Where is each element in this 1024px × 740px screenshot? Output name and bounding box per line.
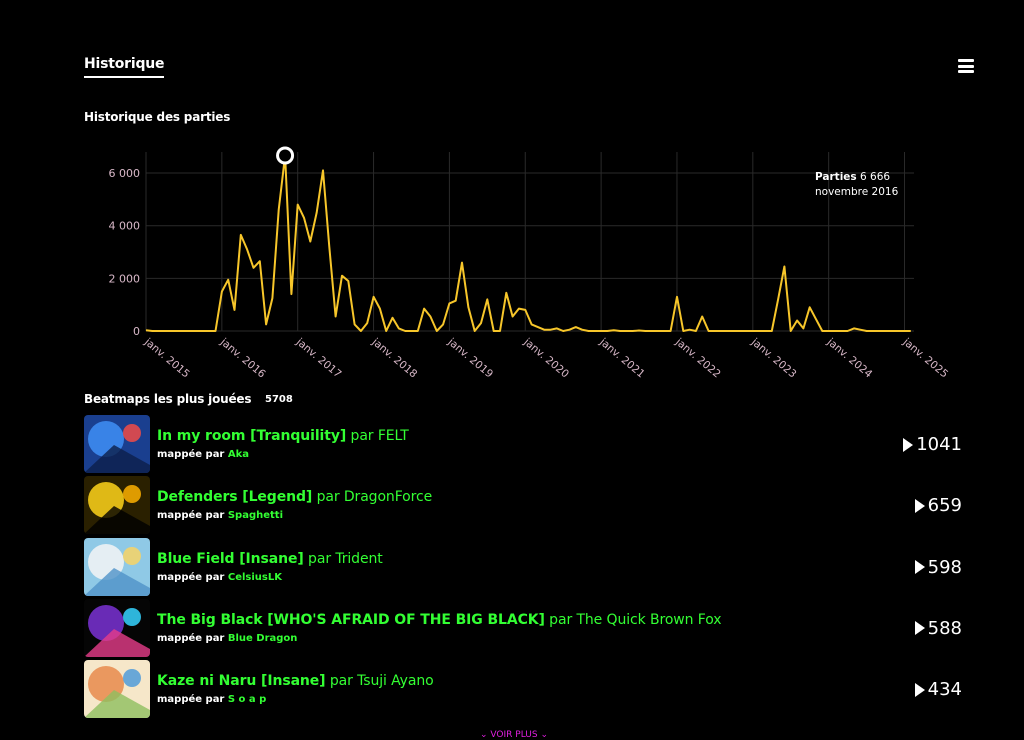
y-tick-label: 0 — [133, 325, 140, 338]
history-chart: 0 2 000 4 000 6 000 janv. 2015 janv. 2016 janv… — [109, 146, 950, 381]
chart-tooltip: Parties 6 666 novembre 2016 — [815, 170, 898, 200]
play-icon — [914, 560, 925, 575]
beatmap-row[interactable]: In my room [Tranquility] par FELT mappée … — [84, 414, 964, 475]
mapped-by-label: mappée par — [157, 694, 225, 706]
beatmap-artist: DragonForce — [343, 489, 433, 506]
beatmap-mapper-line: mappée par Aka — [157, 449, 249, 460]
beatmap-title-link[interactable]: Kaze ni Naru [Insane] par Tsuji Ayano — [157, 673, 434, 689]
x-tick-label: janv. 2023 — [748, 335, 798, 380]
play-icon — [903, 437, 914, 452]
beatmap-by: par — [308, 550, 331, 567]
beatmap-by: par — [329, 673, 353, 690]
beatmap-by: par — [549, 611, 573, 628]
play-count: 598 — [914, 556, 962, 578]
x-tick-label: janv. 2021 — [596, 335, 646, 380]
beatmap-cover[interactable] — [84, 415, 150, 473]
highlight-point — [276, 146, 295, 165]
y-tick-label: 2 000 — [109, 272, 141, 285]
beatmap-row[interactable]: Blue Field [Insane] par Trident mappée pa… — [84, 537, 964, 598]
history-section-title: Historique des parties — [84, 110, 231, 124]
beatmap-artist: Trident — [335, 550, 383, 567]
y-tick-label: 4 000 — [109, 220, 141, 233]
beatmap-row[interactable]: Kaze ni Naru [Insane] par Tsuji Ayano map… — [84, 659, 964, 720]
play-count-value: 659 — [927, 495, 962, 517]
x-tick-label: janv. 2018 — [369, 335, 419, 380]
beatmap-title: Blue Field [Insane] — [157, 550, 304, 567]
mapper-link[interactable]: CelsiusLK — [227, 571, 282, 583]
beatmap-title: Defenders [Legend] — [157, 489, 313, 506]
beatmap-row[interactable]: Defenders [Legend] par DragonForce mappée… — [84, 475, 964, 536]
tooltip-label: Parties — [815, 171, 857, 183]
beatmap-cover[interactable] — [84, 598, 150, 657]
beatmap-artist: Tsuji Ayano — [357, 673, 434, 690]
mapped-by-label: mappée par — [157, 632, 225, 644]
beatmap-artist: The Quick Brown Fox — [576, 611, 722, 628]
tooltip-value: 6 666 — [860, 171, 891, 183]
play-icon — [914, 621, 925, 636]
mapper-link[interactable]: S o a p — [227, 694, 267, 706]
y-tick-label: 6 000 — [109, 167, 141, 180]
x-tick-label: janv. 2020 — [521, 335, 571, 380]
play-count: 434 — [914, 679, 962, 701]
play-count-value: 588 — [927, 617, 962, 639]
beatmap-mapper-line: mappée par S o a p — [157, 694, 266, 705]
show-more-label: VOIR PLUS — [490, 730, 538, 740]
play-count-value: 1041 — [916, 434, 962, 455]
x-tick-label: janv. 2019 — [445, 335, 495, 380]
x-tick-label: janv. 2025 — [900, 335, 950, 380]
mapper-link[interactable]: Aka — [227, 449, 249, 460]
chevron-down-icon: ⌄ — [480, 730, 488, 740]
page-header: Historique — [84, 56, 974, 82]
beatmap-by: par — [316, 489, 340, 506]
x-tick-label: janv. 2022 — [672, 335, 722, 380]
play-count: 659 — [914, 495, 962, 517]
beatmap-mapper-line: mappée par Blue Dragon — [157, 633, 297, 644]
beatmap-cover[interactable] — [84, 537, 150, 596]
mapped-by-label: mappée par — [157, 571, 225, 583]
beatmaps-count: 5708 — [265, 394, 293, 405]
x-tick-label: janv. 2015 — [141, 335, 191, 380]
beatmap-title: Kaze ni Naru [Insane] — [157, 673, 326, 690]
series-line — [145, 154, 911, 332]
tooltip-date: novembre 2016 — [815, 186, 899, 198]
mapped-by-label: mappée par — [157, 510, 225, 522]
play-icon — [914, 682, 925, 697]
mapper-link[interactable]: Spaghetti — [227, 510, 284, 522]
beatmap-list: In my room [Tranquility] par FELT mappée … — [84, 414, 964, 720]
beatmap-title: The Big Black [WHO'S AFRAID OF THE BIG B… — [157, 611, 545, 628]
play-count: 588 — [914, 617, 962, 639]
beatmap-cover[interactable] — [84, 476, 150, 535]
x-tick-label: janv. 2017 — [293, 335, 343, 380]
x-tick-label: janv. 2024 — [824, 335, 875, 380]
play-icon — [914, 498, 925, 513]
beatmap-cover[interactable] — [84, 660, 150, 719]
beatmap-mapper-line: mappée par Spaghetti — [157, 510, 283, 521]
mapper-link[interactable]: Blue Dragon — [227, 632, 298, 644]
play-count-value: 434 — [927, 679, 962, 701]
x-tick-label: janv. 2016 — [217, 335, 268, 380]
beatmap-by: par — [350, 428, 374, 444]
mapped-by-label: mappée par — [157, 449, 225, 460]
beatmap-title-link[interactable]: The Big Black [WHO'S AFRAID OF THE BIG B… — [157, 611, 722, 628]
beatmap-title-link[interactable]: In my room [Tranquility] par FELT — [157, 428, 409, 444]
play-count-value: 598 — [927, 556, 962, 578]
beatmap-artist: FELT — [377, 428, 409, 444]
show-more-button[interactable]: ⌄ VOIR PLUS ⌄ — [480, 730, 548, 740]
beatmap-row[interactable]: The Big Black [WHO'S AFRAID OF THE BIG B… — [84, 598, 964, 659]
hamburger-icon[interactable] — [958, 59, 974, 73]
chevron-down-icon: ⌄ — [540, 730, 548, 740]
beatmap-title-link[interactable]: Blue Field [Insane] par Trident — [157, 551, 383, 567]
beatmap-mapper-line: mappée par CelsiusLK — [157, 572, 282, 583]
beatmap-title-link[interactable]: Defenders [Legend] par DragonForce — [157, 489, 432, 505]
beatmaps-section-title: Beatmaps les plus jouées — [84, 392, 252, 406]
tab-historique[interactable]: Historique — [84, 56, 165, 78]
play-count: 1041 — [903, 434, 962, 455]
beatmap-title: In my room [Tranquility] — [157, 428, 347, 444]
